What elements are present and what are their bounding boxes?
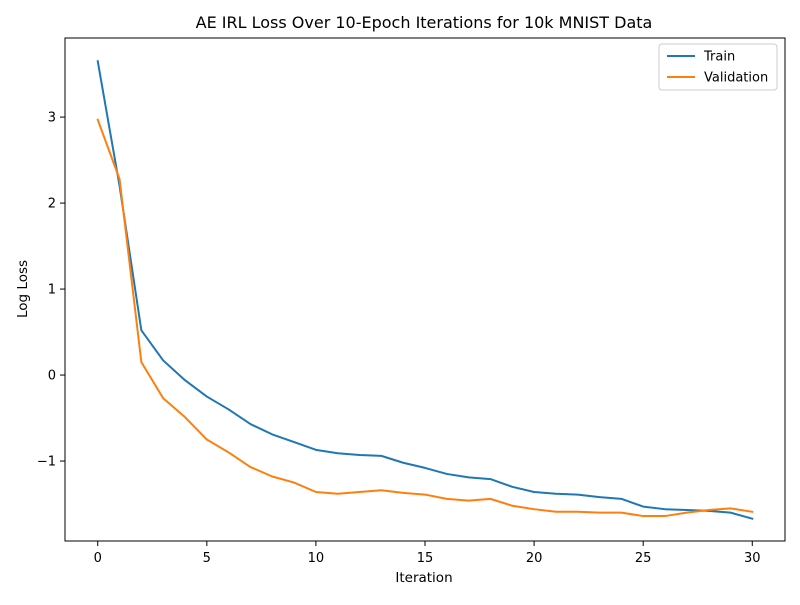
x-tick-label: 30 <box>744 551 761 566</box>
x-tick-label: 20 <box>526 551 543 566</box>
legend-label-train: Train <box>703 50 735 65</box>
x-tick-label: 10 <box>308 551 325 566</box>
y-tick-label: −1 <box>37 455 56 470</box>
x-tick-label: 0 <box>94 551 102 566</box>
series-line-train <box>96 60 754 520</box>
x-axis-label: Iteration <box>395 570 452 586</box>
y-tick-label: 3 <box>48 111 56 126</box>
legend-label-validation: Validation <box>704 71 768 86</box>
x-tick-label: 15 <box>417 551 434 566</box>
legend: Train Validation <box>658 43 778 91</box>
y-tick-label: 2 <box>48 197 56 212</box>
chart-title: AE IRL Loss Over 10-Epoch Iterations for… <box>196 13 653 32</box>
x-tick-label: 5 <box>203 551 211 566</box>
series-line-validation <box>96 118 754 518</box>
plot-area <box>96 60 754 520</box>
y-tick-label: 1 <box>48 283 56 298</box>
y-tick-label: 0 <box>48 369 56 384</box>
y-axis-label: Log Loss <box>15 260 31 318</box>
axes: 0 5 10 15 20 25 30 −1 0 1 2 3 <box>37 37 786 566</box>
x-tick-label: 25 <box>635 551 652 566</box>
